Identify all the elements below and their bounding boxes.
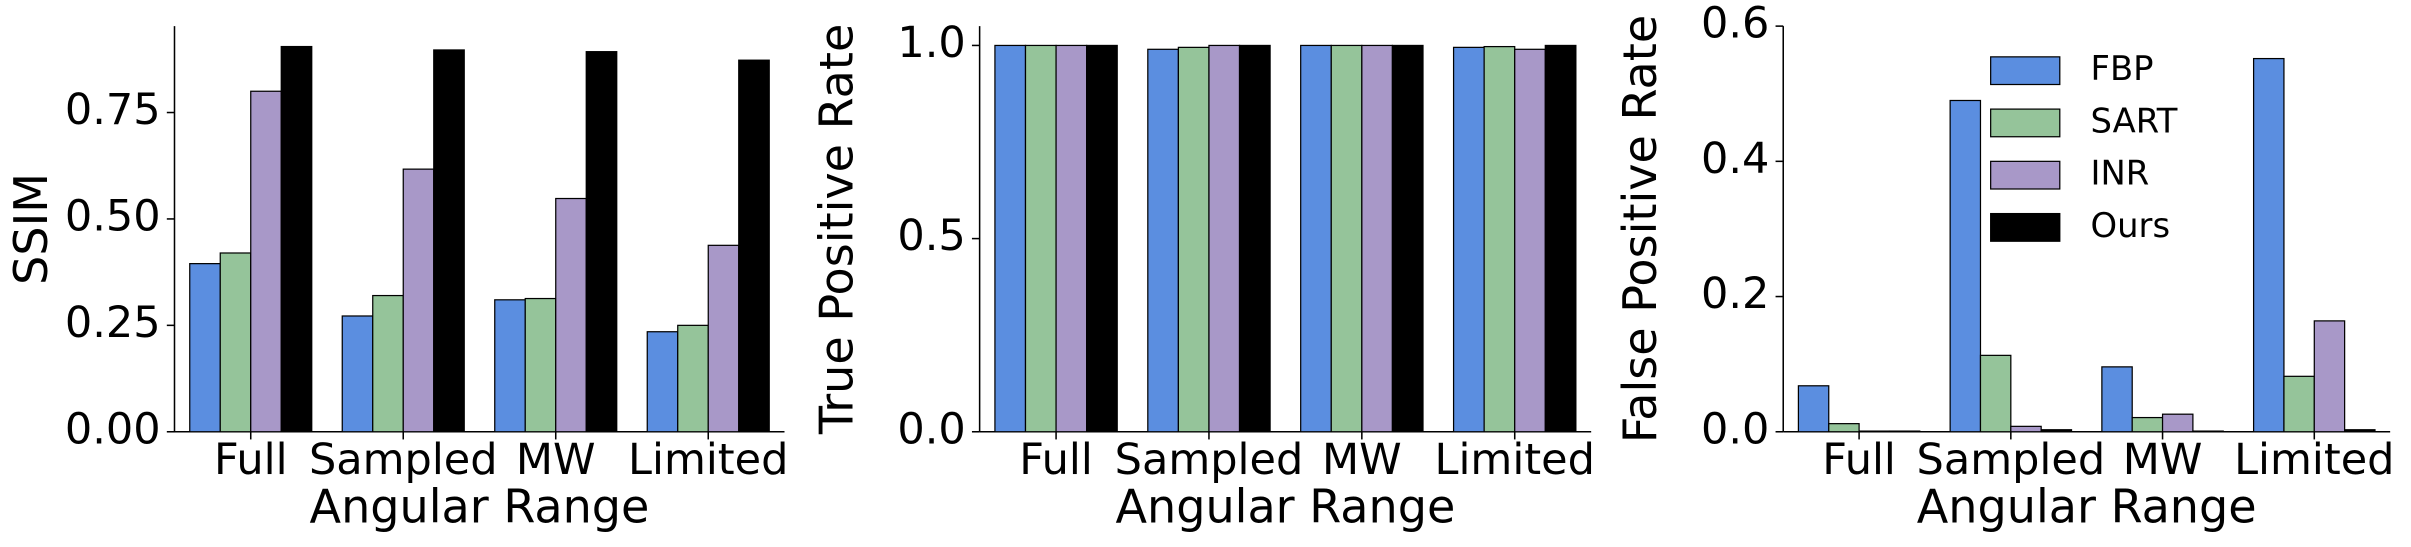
bar [1086,44,1118,433]
bar [1361,44,1394,433]
bar [2313,320,2346,433]
x-tick-label: Sampled [1917,435,2106,485]
bar [1544,44,1577,433]
x-axis-label: Angular Range [310,480,650,534]
bar [280,45,313,433]
bar [1797,385,1830,433]
x-tick-label: Full [1822,435,1896,485]
y-tick-label: 0.4 [1701,134,1769,184]
bar [1828,423,1860,433]
y-tick-label: 0.50 [65,191,161,241]
bar [1888,430,1921,433]
bar [2101,366,2133,433]
bar [1055,44,1088,433]
bar [1024,44,1057,433]
bar [494,299,526,433]
legend-swatch [1990,56,2061,86]
bar [1177,46,1210,433]
bar [1858,430,1891,433]
legend-swatch [1990,212,2061,242]
x-tick-label: Limited [628,435,788,485]
y-tick-label: 0.0 [897,404,965,454]
bar [1300,44,1332,433]
bar [1330,44,1363,433]
bar [2344,429,2376,433]
bar [2283,375,2315,433]
bar [1238,44,1271,433]
bar [2252,57,2285,433]
y-tick-label: 0.00 [65,404,161,454]
y-axis-label: SSIM [4,173,58,285]
x-tick-label: Limited [2234,435,2394,485]
bar [2131,416,2164,433]
x-axis-label: Angular Range [1115,480,1455,534]
bar [1208,44,1241,433]
bar [1514,48,1546,433]
bar [372,294,404,433]
bar [2040,429,2073,433]
legend-label: FBP [2091,49,2154,88]
bar [402,168,435,433]
bar [189,263,221,433]
bar [433,49,465,433]
bar [1949,99,1982,433]
x-axis-label: Angular Range [1917,480,2257,534]
bar [646,331,679,433]
x-tick-label: MW [2123,435,2203,485]
x-tick-label: Limited [1435,435,1595,485]
x-tick-label: Sampled [1115,435,1304,485]
x-tick-label: Full [214,435,288,485]
legend-label: Ours [2091,206,2171,245]
bar [1452,46,1485,433]
bar [2192,430,2224,433]
bar [555,197,587,433]
bar [341,315,374,433]
bar [1147,48,1179,433]
legend-label: SART [2091,101,2178,140]
bar [250,90,282,433]
x-tick-label: Full [1019,435,1093,485]
bar [738,59,770,433]
bar [524,297,557,433]
y-tick-label: 1.0 [897,18,965,68]
y-tick-label: 0.5 [897,211,965,261]
y-axis-label: False Positive Rate [1613,15,1667,443]
bar [2010,425,2042,433]
legend-label: INR [2091,154,2150,193]
y-axis-label: True Positive Rate [809,24,863,435]
bar [1979,354,2012,433]
x-tick-label: MW [1322,435,1402,485]
legend-swatch [1990,108,2061,138]
y-tick-label: 0.2 [1701,269,1769,319]
x-tick-label: MW [516,435,596,485]
bar [2161,413,2194,433]
bar [219,252,252,433]
bar [994,44,1027,433]
x-tick-label: Sampled [309,435,498,485]
bar [677,324,709,433]
y-tick-label: 0.0 [1701,404,1769,454]
bar [585,51,618,433]
bar [707,244,740,433]
bar [1391,44,1424,433]
legend-swatch [1990,160,2061,190]
bar [1483,45,1516,433]
y-tick-label: 0.6 [1701,0,1769,49]
y-tick-label: 0.25 [65,298,161,348]
y-tick-label: 0.75 [65,85,161,135]
